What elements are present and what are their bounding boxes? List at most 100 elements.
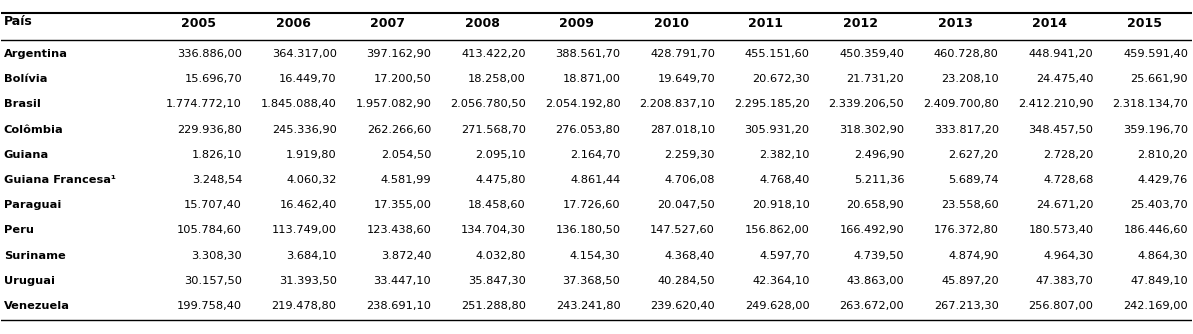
Text: 2013: 2013	[938, 17, 972, 30]
Text: 238.691,10: 238.691,10	[366, 301, 432, 311]
Text: 4.739,50: 4.739,50	[854, 250, 904, 261]
Text: 348.457,50: 348.457,50	[1028, 125, 1094, 135]
Text: 3.684,10: 3.684,10	[286, 250, 336, 261]
Text: 3.308,30: 3.308,30	[191, 250, 242, 261]
Text: 2.295.185,20: 2.295.185,20	[734, 100, 810, 110]
Text: 156.862,00: 156.862,00	[744, 225, 810, 235]
Text: 2015: 2015	[1127, 17, 1162, 30]
Text: 4.429,76: 4.429,76	[1138, 175, 1188, 185]
Text: 134.704,30: 134.704,30	[460, 225, 526, 235]
Text: 428.791,70: 428.791,70	[650, 49, 715, 59]
Text: 4.475,80: 4.475,80	[475, 175, 526, 185]
Text: 17.200,50: 17.200,50	[373, 74, 432, 84]
Text: 4.864,30: 4.864,30	[1138, 250, 1188, 261]
Text: 2.318.134,70: 2.318.134,70	[1112, 100, 1188, 110]
Text: 448.941,20: 448.941,20	[1028, 49, 1094, 59]
Text: 15.696,70: 15.696,70	[185, 74, 242, 84]
Text: 166.492,90: 166.492,90	[840, 225, 904, 235]
Text: 2.339.206,50: 2.339.206,50	[828, 100, 904, 110]
Text: 20.918,10: 20.918,10	[752, 200, 810, 210]
Text: 2014: 2014	[1032, 17, 1068, 30]
Text: 333.817,20: 333.817,20	[934, 125, 999, 135]
Text: 460.728,80: 460.728,80	[934, 49, 999, 59]
Text: 2007: 2007	[370, 17, 406, 30]
Text: 2.095,10: 2.095,10	[475, 150, 526, 160]
Text: 4.368,40: 4.368,40	[665, 250, 715, 261]
Text: 24.475,40: 24.475,40	[1036, 74, 1094, 84]
Text: 20.047,50: 20.047,50	[657, 200, 715, 210]
Text: 2.409.700,80: 2.409.700,80	[923, 100, 999, 110]
Text: 1.919,80: 1.919,80	[286, 150, 336, 160]
Text: 2.728,20: 2.728,20	[1043, 150, 1094, 160]
Text: 47.849,10: 47.849,10	[1130, 276, 1188, 286]
Text: Suriname: Suriname	[4, 250, 66, 261]
Text: 186.446,60: 186.446,60	[1124, 225, 1188, 235]
Text: 4.581,99: 4.581,99	[381, 175, 432, 185]
Text: 2012: 2012	[843, 17, 878, 30]
Text: 263.672,00: 263.672,00	[840, 301, 904, 311]
Text: 459.591,40: 459.591,40	[1123, 49, 1188, 59]
Text: 2010: 2010	[654, 17, 688, 30]
Text: 251.288,80: 251.288,80	[460, 301, 526, 311]
Text: 276.053,80: 276.053,80	[556, 125, 620, 135]
Text: 4.060,32: 4.060,32	[286, 175, 336, 185]
Text: 31.393,50: 31.393,50	[279, 276, 336, 286]
Text: 2.496,90: 2.496,90	[854, 150, 904, 160]
Text: 20.672,30: 20.672,30	[752, 74, 810, 84]
Text: 243.241,80: 243.241,80	[556, 301, 620, 311]
Text: 336.886,00: 336.886,00	[177, 49, 242, 59]
Text: 2.054,50: 2.054,50	[381, 150, 432, 160]
Text: 16.449,70: 16.449,70	[279, 74, 336, 84]
Text: 1.957.082,90: 1.957.082,90	[356, 100, 432, 110]
Text: 455.151,60: 455.151,60	[744, 49, 810, 59]
Text: 113.749,00: 113.749,00	[272, 225, 336, 235]
Text: Brasil: Brasil	[4, 100, 41, 110]
Text: 40.284,50: 40.284,50	[657, 276, 715, 286]
Text: Peru: Peru	[4, 225, 33, 235]
Text: 2.054.192,80: 2.054.192,80	[545, 100, 620, 110]
Text: 256.807,00: 256.807,00	[1028, 301, 1094, 311]
Text: 1.774.772,10: 1.774.772,10	[166, 100, 242, 110]
Text: 19.649,70: 19.649,70	[657, 74, 715, 84]
Text: 20.658,90: 20.658,90	[847, 200, 904, 210]
Text: 2.382,10: 2.382,10	[759, 150, 810, 160]
Text: 219.478,80: 219.478,80	[272, 301, 336, 311]
Text: 450.359,40: 450.359,40	[839, 49, 904, 59]
Text: Colômbia: Colômbia	[4, 125, 63, 135]
Text: 23.208,10: 23.208,10	[941, 74, 999, 84]
Text: 5.211,36: 5.211,36	[854, 175, 904, 185]
Text: 199.758,40: 199.758,40	[177, 301, 242, 311]
Text: 4.154,30: 4.154,30	[570, 250, 620, 261]
Text: 2.164,70: 2.164,70	[570, 150, 620, 160]
Text: 4.768,40: 4.768,40	[759, 175, 810, 185]
Text: 2005: 2005	[181, 17, 216, 30]
Text: 2006: 2006	[276, 17, 310, 30]
Text: 5.689,74: 5.689,74	[948, 175, 999, 185]
Text: 271.568,70: 271.568,70	[460, 125, 526, 135]
Text: 45.897,20: 45.897,20	[941, 276, 999, 286]
Text: 397.162,90: 397.162,90	[366, 49, 432, 59]
Text: 4.728,68: 4.728,68	[1043, 175, 1094, 185]
Text: 4.874,90: 4.874,90	[948, 250, 999, 261]
Text: Venezuela: Venezuela	[4, 301, 69, 311]
Text: 287.018,10: 287.018,10	[650, 125, 715, 135]
Text: 15.707,40: 15.707,40	[184, 200, 242, 210]
Text: 2.810,20: 2.810,20	[1138, 150, 1188, 160]
Text: 267.213,30: 267.213,30	[934, 301, 999, 311]
Text: 147.527,60: 147.527,60	[650, 225, 715, 235]
Text: 4.861,44: 4.861,44	[570, 175, 620, 185]
Text: 47.383,70: 47.383,70	[1036, 276, 1094, 286]
Text: 180.573,40: 180.573,40	[1028, 225, 1094, 235]
Text: 16.462,40: 16.462,40	[279, 200, 336, 210]
Text: 18.258,00: 18.258,00	[468, 74, 526, 84]
Text: 42.364,10: 42.364,10	[752, 276, 810, 286]
Text: 413.422,20: 413.422,20	[462, 49, 526, 59]
Text: 245.336,90: 245.336,90	[272, 125, 336, 135]
Text: 176.372,80: 176.372,80	[934, 225, 999, 235]
Text: 242.169,00: 242.169,00	[1124, 301, 1188, 311]
Text: 388.561,70: 388.561,70	[556, 49, 620, 59]
Text: 17.726,60: 17.726,60	[563, 200, 620, 210]
Text: 249.628,00: 249.628,00	[744, 301, 810, 311]
Text: 318.302,90: 318.302,90	[839, 125, 904, 135]
Text: 2009: 2009	[560, 17, 594, 30]
